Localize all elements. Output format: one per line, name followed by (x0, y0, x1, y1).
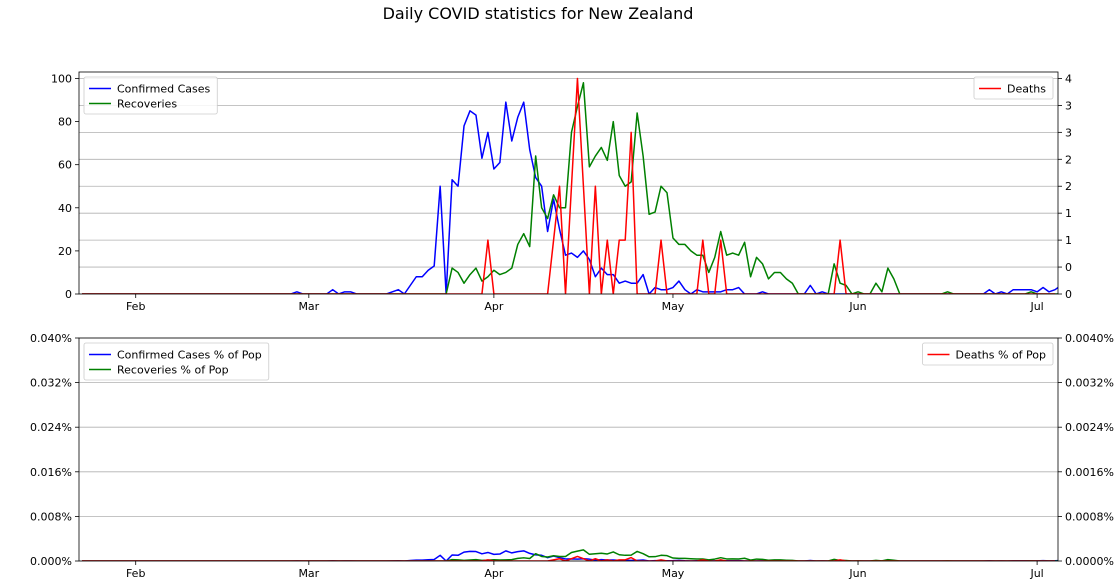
x-tick-label: Jul (1029, 300, 1043, 313)
bottom-panel: Feb Mar Apr May Jun Jul 0.000% 0.008% 0.016% 0.02… (30, 332, 1114, 580)
series-line-recoveries-of-pop (81, 549, 1058, 561)
legend-frame (973, 76, 1054, 100)
x-tick-label: Jun (848, 300, 866, 313)
y-right-tick-label: 0.0008% (1065, 510, 1114, 523)
y-left-tick-label: 0.008% (30, 510, 72, 523)
legend-frame (83, 342, 270, 381)
x-tick-label: Mar (298, 300, 319, 313)
x-tick-label: Jul (1029, 567, 1043, 580)
x-tick-label: Jun (848, 567, 866, 580)
x-tick-label: May (662, 300, 685, 313)
y-right-tick-label: 0 (1065, 261, 1072, 274)
series-line-confirmed-cases (81, 101, 1058, 294)
y-right-tick-label: 4 (1065, 72, 1072, 85)
plot-frame (78, 71, 1059, 295)
x-tick-label: May (662, 567, 685, 580)
x-tick-label: Feb (126, 300, 145, 313)
y-right-tick-label: 3 (1065, 126, 1072, 139)
y-right-tick-label: 0.0000% (1065, 555, 1114, 568)
y-right-tick-label: 0.0024% (1065, 421, 1114, 434)
y-left-tick-label: 40 (58, 202, 72, 215)
legend-label: Confirmed Cases % of Pop (117, 349, 262, 362)
legend-right: Deaths % of Pop (922, 342, 1054, 366)
y-right-tick-label: 1 (1065, 234, 1072, 247)
series-line-deaths (81, 77, 1056, 294)
legend-right: Deaths (973, 76, 1054, 100)
legend-left: Confirmed Cases % of Pop Recoveries % of … (83, 342, 270, 381)
legend-label: Deaths (1007, 83, 1046, 96)
chart-title: Daily COVID statistics for New Zealand (383, 4, 694, 23)
plot-frame (78, 337, 1059, 562)
series-line-deaths-of-pop (81, 555, 1056, 561)
legend-frame (922, 342, 1054, 366)
y-right-tick-label: 0.0032% (1065, 377, 1114, 390)
y-left-tick-label: 0.032% (30, 377, 72, 390)
y-left-tick-label: 0.016% (30, 466, 72, 479)
y-right-tick-label: 2 (1065, 153, 1072, 166)
x-tick-label: Feb (126, 567, 145, 580)
y-right-tick-label: 1 (1065, 207, 1072, 220)
y-left-tick-label: 0.024% (30, 421, 72, 434)
y-left-tick-label: 0 (65, 288, 72, 301)
y-right-tick-label: 0.0016% (1065, 466, 1114, 479)
y-left-tick-label: 60 (58, 159, 72, 172)
y-left-tick-label: 0.040% (30, 332, 72, 345)
x-tick-label: Apr (484, 300, 504, 313)
legend-frame (83, 76, 218, 115)
y-right-tick-label: 0 (1065, 288, 1072, 301)
y-right-tick-label: 3 (1065, 99, 1072, 112)
y-right-tick-label: 2 (1065, 180, 1072, 193)
x-tick-label: Apr (484, 567, 504, 580)
x-tick-label: Mar (298, 567, 319, 580)
series-line-recoveries (81, 82, 1058, 294)
top-panel: Feb Mar Apr May Jun Jul 0 20 40 60 80 100 0 0 1 1 2 2 3 3 4 C… (51, 71, 1072, 313)
legend-label: Deaths % of Pop (956, 349, 1047, 362)
y-left-tick-label: 80 (58, 116, 72, 129)
y-right-tick-label: 0.0040% (1065, 332, 1114, 345)
series-line-confirmed-cases-of-pop (81, 550, 1058, 561)
y-left-tick-label: 100 (51, 72, 72, 85)
y-left-tick-label: 0.000% (30, 555, 72, 568)
legend-label: Recoveries % of Pop (117, 364, 229, 377)
legend-left: Confirmed Cases Recoveries (83, 76, 218, 115)
legend-label: Confirmed Cases (117, 83, 211, 96)
legend-label: Recoveries (117, 98, 177, 111)
y-left-tick-label: 20 (58, 245, 72, 258)
